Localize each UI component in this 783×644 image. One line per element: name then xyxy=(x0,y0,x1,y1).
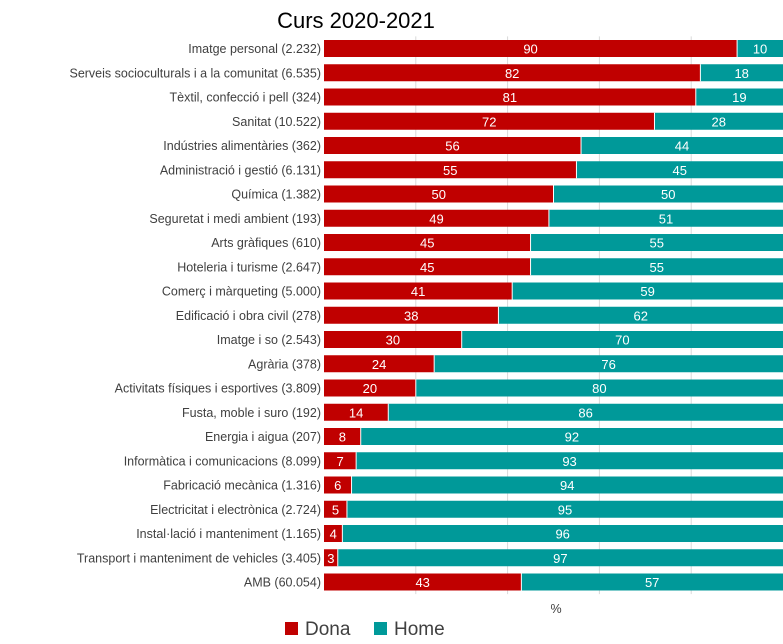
category-label: Hoteleria i turisme (2.647) xyxy=(177,260,321,274)
category-label: Seguretat i medi ambient (193) xyxy=(149,212,321,226)
value-label-home: 97 xyxy=(553,551,567,566)
value-label-dona: 72 xyxy=(482,114,496,129)
legend-label-dona: Dona xyxy=(305,619,351,639)
value-label-dona: 7 xyxy=(336,454,343,469)
value-label-dona: 43 xyxy=(415,575,429,590)
value-label-home: 55 xyxy=(650,260,664,275)
value-label-home: 76 xyxy=(601,357,615,372)
value-label-home: 28 xyxy=(712,114,726,129)
value-label-home: 19 xyxy=(732,90,746,105)
value-label-home: 55 xyxy=(650,236,664,251)
x-axis-label: % xyxy=(550,602,561,616)
value-label-home: 59 xyxy=(640,284,654,299)
chart-title: Curs 2020-2021 xyxy=(277,8,435,33)
value-label-home: 95 xyxy=(558,502,572,517)
legend: Dona Home xyxy=(285,619,445,639)
category-label: Comerç i màrqueting (5.000) xyxy=(162,285,321,299)
category-labels: Imatge personal (2.232) Serveis sociocult… xyxy=(69,42,321,590)
legend-label-home: Home xyxy=(394,619,445,639)
category-label: Transport i manteniment de vehicles (3.4… xyxy=(77,551,321,565)
value-label-home: 10 xyxy=(753,42,767,57)
value-label-home: 80 xyxy=(592,381,606,396)
value-label-home: 18 xyxy=(734,66,748,81)
value-label-dona: 55 xyxy=(443,163,457,178)
value-label-dona: 20 xyxy=(363,381,377,396)
category-label: Serveis socioculturals i a la comunitat … xyxy=(69,66,321,80)
value-label-dona: 81 xyxy=(503,90,517,105)
category-label: Administració i gestió (6.131) xyxy=(160,163,321,177)
value-label-home: 50 xyxy=(661,187,675,202)
value-label-dona: 8 xyxy=(339,430,346,445)
legend-swatch-dona xyxy=(285,622,298,635)
value-label-home: 57 xyxy=(645,575,659,590)
value-label-dona: 45 xyxy=(420,236,434,251)
value-label-dona: 5 xyxy=(332,502,339,517)
value-label-dona: 4 xyxy=(330,527,337,542)
value-label-dona: 14 xyxy=(349,405,363,420)
value-label-home: 92 xyxy=(565,430,579,445)
category-label: Tèxtil, confecció i pell (324) xyxy=(170,91,321,105)
category-label: Agrària (378) xyxy=(248,357,321,371)
value-label-dona: 56 xyxy=(445,139,459,154)
value-label-dona: 41 xyxy=(411,284,425,299)
value-label-dona: 3 xyxy=(327,551,334,566)
value-label-home: 86 xyxy=(578,405,592,420)
category-label: Informàtica i comunicacions (8.099) xyxy=(124,454,321,468)
value-label-home: 94 xyxy=(560,478,574,493)
category-label: Sanitat (10.522) xyxy=(232,115,321,129)
category-label: Química (1.382) xyxy=(231,188,321,202)
value-label-home: 96 xyxy=(555,527,569,542)
category-label: Imatge i so (2.543) xyxy=(217,333,321,347)
value-label-dona: 30 xyxy=(386,333,400,348)
value-label-dona: 82 xyxy=(505,66,519,81)
category-label: Arts gràfiques (610) xyxy=(211,236,321,250)
legend-swatch-home xyxy=(374,622,387,635)
category-label: Fusta, moble i suro (192) xyxy=(182,406,321,420)
value-label-home: 51 xyxy=(659,211,673,226)
value-label-dona: 38 xyxy=(404,308,418,323)
value-label-home: 70 xyxy=(615,333,629,348)
value-label-dona: 6 xyxy=(334,478,341,493)
value-label-home: 44 xyxy=(675,139,689,154)
value-label-dona: 50 xyxy=(432,187,446,202)
value-label-home: 93 xyxy=(562,454,576,469)
category-label: Electricitat i electrònica (2.724) xyxy=(150,503,321,517)
category-label: Edificació i obra civil (278) xyxy=(176,309,321,323)
value-label-dona: 90 xyxy=(523,42,537,57)
category-label: Activitats físiques i esportives (3.809) xyxy=(115,382,321,396)
category-label: Indústries alimentàries (362) xyxy=(163,139,321,153)
category-label: AMB (60.054) xyxy=(244,576,321,590)
category-label: Imatge personal (2.232) xyxy=(188,42,321,56)
value-label-home: 62 xyxy=(633,308,647,323)
category-label: Energia i aigua (207) xyxy=(205,430,321,444)
category-label: Fabricació mecànica (1.316) xyxy=(163,479,321,493)
value-label-dona: 24 xyxy=(372,357,386,372)
value-label-dona: 45 xyxy=(420,260,434,275)
value-label-dona: 49 xyxy=(429,211,443,226)
value-label-home: 45 xyxy=(672,163,686,178)
category-label: Instal·lació i manteniment (1.165) xyxy=(136,527,321,541)
